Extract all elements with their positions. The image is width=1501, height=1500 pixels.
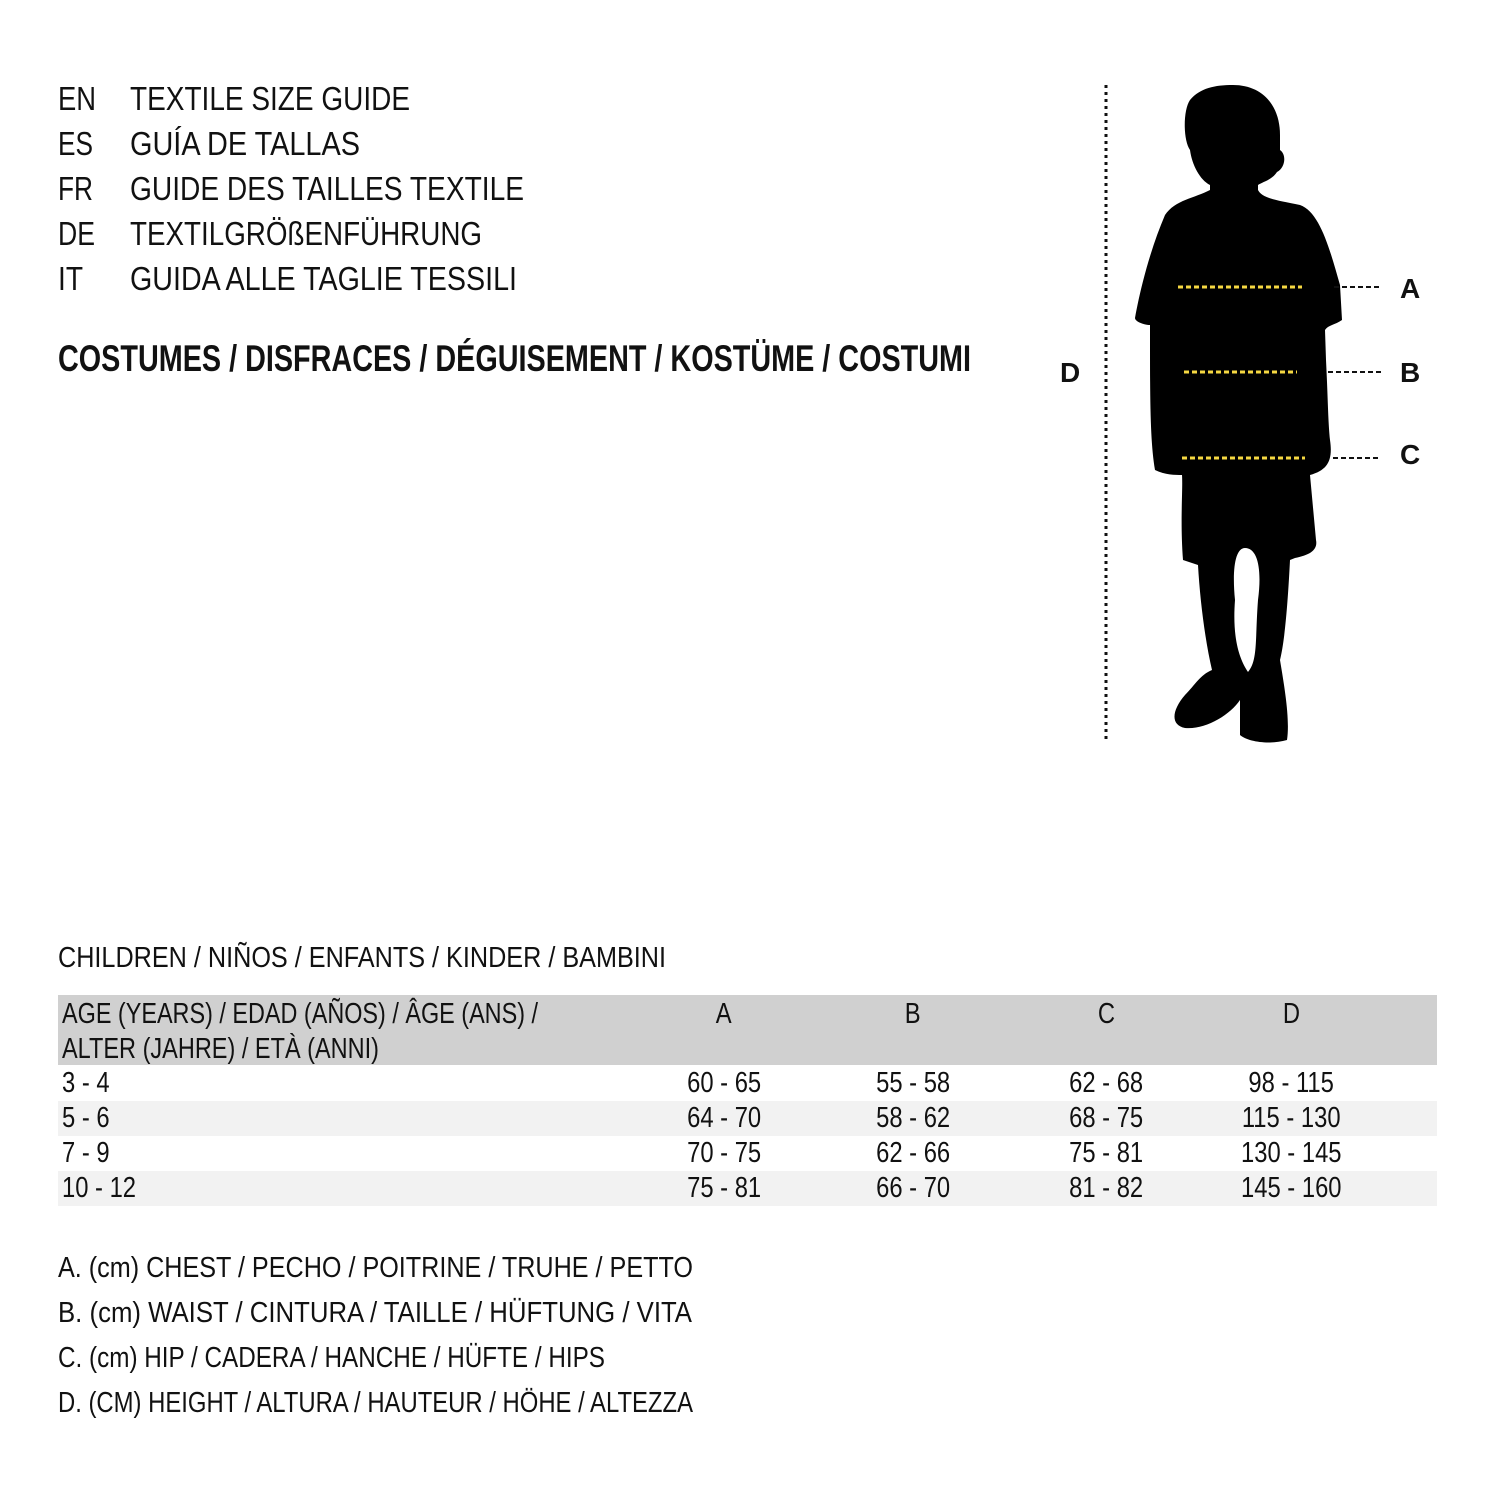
label-b: B [1400, 357, 1421, 388]
lang-title-en: TEXTILE SIZE GUIDE [130, 80, 410, 117]
header-age-line2: ALTER (JAHRE) / ETÀ (ANNI) [62, 1033, 379, 1065]
cell-age: 7 - 9 [62, 1137, 110, 1169]
category-heading: COSTUMES / DISFRACES / DÉGUISEMENT / KOS… [58, 338, 971, 379]
cell-age: 5 - 6 [62, 1102, 110, 1134]
table-header-bg [58, 995, 1437, 1065]
cell-b: 55 - 58 [875, 1067, 951, 1099]
table-row-stripe [58, 1101, 1437, 1136]
header-c: C [1097, 998, 1115, 1030]
cell-b: 58 - 62 [875, 1102, 951, 1134]
child-silhouette [1135, 85, 1342, 743]
legend-item-a: A. (cm) CHEST / PECHO / POITRINE / TRUHE… [58, 1252, 693, 1284]
table-row-stripe [58, 1171, 1437, 1206]
cell-age: 10 - 12 [62, 1172, 137, 1204]
cell-c: 75 - 81 [1068, 1137, 1144, 1169]
cell-c: 68 - 75 [1068, 1102, 1144, 1134]
lang-code-fr: FR [58, 170, 93, 207]
label-c: C [1400, 439, 1421, 470]
cell-a: 60 - 65 [686, 1067, 762, 1099]
header-age-line1: AGE (YEARS) / EDAD (AÑOS) / ÂGE (ANS) / [62, 998, 538, 1030]
cell-d: 130 - 145 [1240, 1137, 1342, 1169]
label-d: D [1060, 357, 1081, 388]
lang-code-en: EN [58, 80, 96, 117]
legend-item-b: B. (cm) WAIST / CINTURA / TAILLE / HÜFTU… [58, 1297, 692, 1329]
lang-title-it: GUIDA ALLE TAGLIE TESSILI [130, 260, 517, 297]
cell-d: 98 - 115 [1248, 1067, 1334, 1099]
table-title: CHILDREN / NIÑOS / ENFANTS / KINDER / BA… [58, 942, 666, 974]
lang-title-de: TEXTILGRÖßENFÜHRUNG [130, 215, 482, 252]
lang-title-es: GUÍA DE TALLAS [130, 125, 360, 162]
cell-a: 70 - 75 [686, 1137, 762, 1169]
cell-d: 145 - 160 [1240, 1172, 1342, 1204]
lang-code-it: IT [58, 260, 83, 297]
legend-item-c: C. (cm) HIP / CADERA / HANCHE / HÜFTE / … [58, 1342, 605, 1374]
cell-d: 115 - 130 [1241, 1102, 1341, 1134]
cell-a: 64 - 70 [686, 1102, 762, 1134]
cell-c: 62 - 68 [1068, 1067, 1144, 1099]
cell-b: 62 - 66 [875, 1137, 951, 1169]
header-a: A [716, 998, 732, 1030]
header-b: B [905, 998, 921, 1030]
cell-c: 81 - 82 [1068, 1172, 1144, 1204]
lang-title-fr: GUIDE DES TAILLES TEXTILE [130, 170, 524, 207]
label-a: A [1400, 273, 1421, 304]
cell-a: 75 - 81 [686, 1172, 762, 1204]
legend-item-d: D. (CM) HEIGHT / ALTURA / HAUTEUR / HÖHE… [58, 1387, 693, 1419]
header-d: D [1282, 998, 1300, 1030]
lang-code-es: ES [58, 125, 93, 162]
lang-code-de: DE [58, 215, 95, 252]
cell-age: 3 - 4 [62, 1067, 110, 1099]
child-silhouette-diagram [1104, 85, 1381, 743]
cell-b: 66 - 70 [875, 1172, 951, 1204]
